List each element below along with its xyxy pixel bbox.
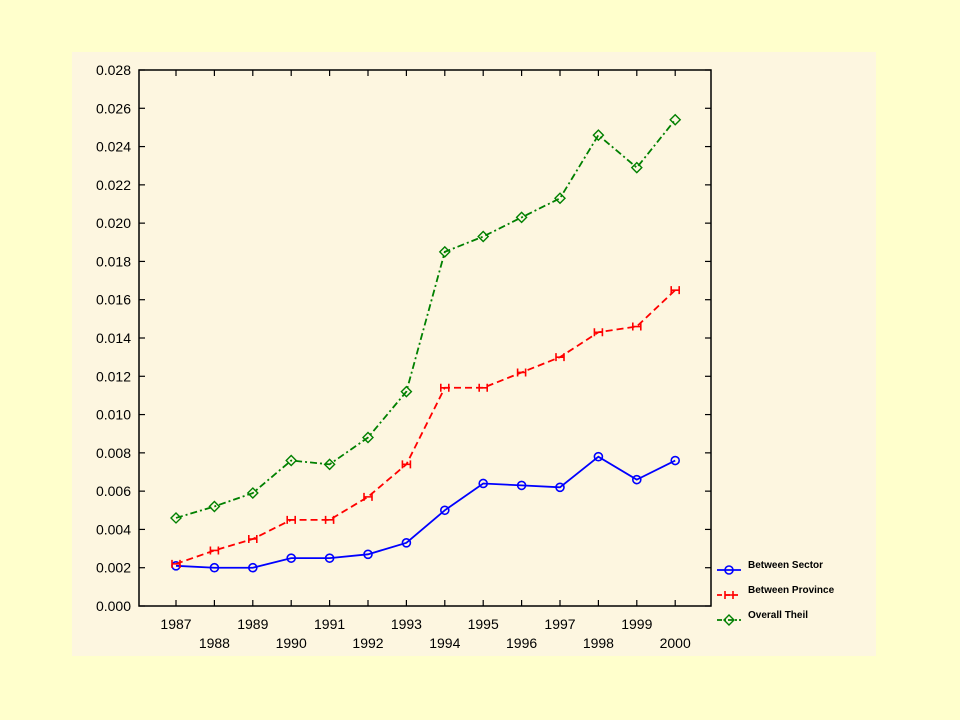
chart-panel: 0.000 0.002 0.004 0.006 0.008 0.010 0.012 0.014…: [72, 52, 876, 656]
x-tick-label-upper: 1991: [314, 616, 345, 632]
data-point: [438, 245, 451, 258]
legend-label: Between Province: [748, 585, 835, 596]
data-point: [323, 458, 336, 471]
data-point: [171, 559, 181, 568]
series-line: [175, 455, 676, 569]
y-tick-label: 0.018: [96, 253, 131, 269]
data-point: [208, 500, 221, 513]
data-point: [593, 328, 604, 337]
y-tick-label: 0.004: [96, 521, 131, 537]
y-tick-label: 0.008: [96, 445, 131, 461]
data-point: [515, 211, 528, 224]
line-chart: 0.000 0.002 0.004 0.006 0.008 0.010 0.012 0.014…: [96, 62, 835, 651]
data-point: [248, 535, 258, 543]
data-point: [363, 492, 373, 501]
data-point: [669, 113, 682, 126]
y-tick-label: 0.024: [96, 139, 131, 155]
x-tick-label-lower: 1998: [583, 635, 614, 651]
data-point: [440, 383, 450, 392]
legend-swatch-marker: [724, 565, 734, 575]
data-point: [401, 460, 412, 469]
x-tick-label-upper: 1995: [468, 616, 499, 632]
data-point: [285, 454, 298, 467]
y-tick-label: 0.020: [96, 215, 131, 231]
plot-area: [138, 69, 712, 607]
y-tick-label: 0.012: [96, 368, 131, 384]
series-line: [175, 289, 676, 565]
series-between-province: [171, 286, 680, 568]
x-tick-label-lower: 1994: [429, 635, 460, 651]
y-tick-label: 0.026: [96, 100, 131, 116]
y-tick-label: 0.002: [96, 560, 131, 576]
data-point: [632, 322, 642, 331]
series-layer: [170, 113, 682, 573]
x-tick-label-lower: 1988: [199, 635, 230, 651]
legend-swatch-marker: [724, 591, 734, 599]
data-point: [439, 505, 450, 516]
data-point: [363, 549, 373, 560]
x-axis: 1987 1989 1991 1993 1995 1997 1999 1988 1990 1992…: [160, 70, 691, 651]
series-line: [175, 119, 676, 519]
y-tick-label: 0.022: [96, 177, 131, 193]
data-point: [362, 431, 374, 444]
y-tick-label: 0.006: [96, 483, 131, 499]
data-point: [324, 553, 335, 563]
data-point: [400, 385, 413, 398]
data-point: [209, 562, 220, 573]
data-point: [170, 511, 182, 524]
x-tick-label-upper: 1997: [544, 616, 575, 632]
data-point: [286, 553, 296, 563]
x-tick-label-upper: 1999: [621, 616, 652, 632]
data-point: [248, 562, 258, 573]
series-overall-theil: [170, 113, 682, 524]
data-point: [555, 482, 565, 493]
x-tick-label-lower: 1990: [276, 635, 307, 651]
data-point: [209, 546, 220, 555]
x-tick-label-upper: 1989: [237, 616, 268, 632]
data-point: [324, 515, 335, 524]
y-tick-label: 0.010: [96, 407, 131, 423]
data-point: [286, 515, 296, 524]
data-point: [478, 478, 489, 489]
x-tick-label-lower: 1996: [506, 635, 537, 651]
y-tick-label: 0.014: [96, 330, 131, 346]
legend-label: Overall Theil: [748, 610, 808, 621]
data-point: [555, 353, 565, 362]
series-between-sector: [171, 451, 681, 573]
x-tick-label-lower: 1992: [352, 635, 383, 651]
data-point: [592, 129, 605, 142]
data-point: [593, 451, 604, 462]
x-tick-label-upper: 1993: [391, 616, 422, 632]
data-point: [670, 286, 680, 295]
data-point: [670, 455, 681, 466]
y-tick-label: 0.028: [96, 62, 131, 78]
y-axis: 0.000 0.002 0.004 0.006 0.008 0.010 0.012 0.014…: [96, 62, 711, 614]
data-point: [554, 192, 566, 205]
data-point: [401, 538, 412, 548]
y-tick-label: 0.016: [96, 292, 131, 308]
x-tick-label-lower: 2000: [660, 635, 691, 651]
legend: Between Sector Between Province Overall Th…: [717, 560, 835, 626]
data-point: [477, 230, 490, 243]
x-tick-label-upper: 1987: [160, 616, 191, 632]
data-point: [516, 368, 527, 377]
data-point: [478, 383, 488, 392]
y-tick-label: 0.000: [96, 598, 131, 614]
data-point: [631, 474, 642, 485]
data-point: [630, 161, 643, 174]
legend-swatch-marker: [723, 614, 735, 626]
legend-label: Between Sector: [748, 560, 823, 571]
data-point: [246, 487, 259, 500]
data-point: [516, 480, 527, 491]
